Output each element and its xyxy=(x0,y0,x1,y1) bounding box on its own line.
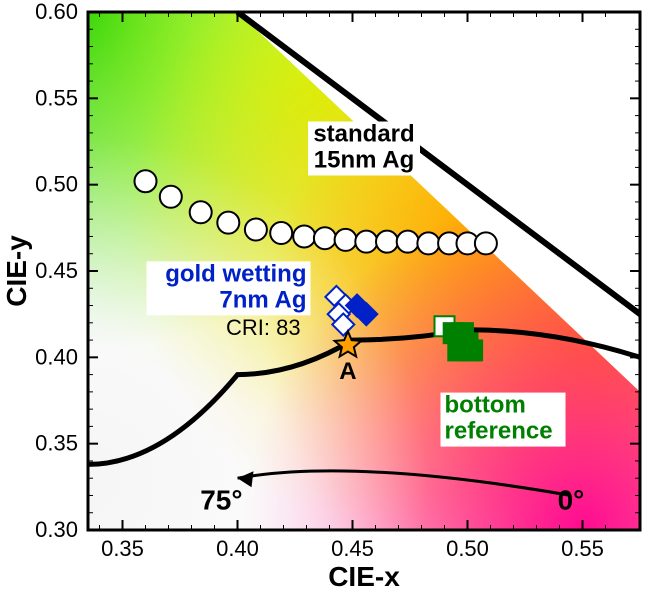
svg-text:gold wetting: gold wetting xyxy=(165,260,306,287)
marker-standard xyxy=(335,229,357,251)
marker-standard xyxy=(397,231,419,253)
label-standard: standard15nm Ag xyxy=(308,121,420,176)
ytick-label: 0.60 xyxy=(35,0,78,24)
svg-text:bottom: bottom xyxy=(445,392,526,419)
marker-standard xyxy=(475,232,497,254)
y-axis-label: CIE-y xyxy=(1,235,32,307)
x-axis-label: CIE-x xyxy=(328,561,400,592)
xtick-label: 0.40 xyxy=(216,536,259,561)
marker-standard xyxy=(190,201,212,223)
ytick-label: 0.35 xyxy=(35,431,78,456)
svg-text:7nm Ag: 7nm Ag xyxy=(219,286,306,313)
marker-standard xyxy=(160,186,182,208)
ytick-label: 0.55 xyxy=(35,85,78,110)
marker-standard xyxy=(270,222,292,244)
marker-bottom-ref xyxy=(448,340,468,360)
ytick-label: 0.50 xyxy=(35,172,78,197)
xtick-label: 0.55 xyxy=(561,536,604,561)
marker-standard xyxy=(417,232,439,254)
angle-75-label: 75° xyxy=(200,484,242,515)
marker-standard xyxy=(217,212,239,234)
label-bottom-ref: bottomreference xyxy=(441,392,566,447)
marker-standard xyxy=(135,170,157,192)
svg-text:reference: reference xyxy=(445,418,553,445)
illuminant-a-label: A xyxy=(339,358,356,385)
ytick-label: 0.40 xyxy=(35,344,78,369)
cie-chart-svg: standard15nm Ag gold wetting7nm Ag bottomr… xyxy=(0,0,660,600)
svg-text:15nm Ag: 15nm Ag xyxy=(314,147,414,174)
marker-standard xyxy=(376,231,398,253)
cie-chart: { "chart": { "type": "scatter", "xlabel"… xyxy=(0,0,660,600)
marker-standard xyxy=(314,227,336,249)
ytick-label: 0.30 xyxy=(35,517,78,542)
ytick-label: 0.45 xyxy=(35,258,78,283)
marker-standard xyxy=(245,219,267,241)
svg-text:standard: standard xyxy=(313,121,414,148)
xtick-label: 0.45 xyxy=(331,536,374,561)
xtick-label: 0.50 xyxy=(446,536,489,561)
marker-standard xyxy=(355,231,377,253)
label-gold-wetting: gold wetting7nm Ag xyxy=(147,260,311,315)
marker-standard xyxy=(293,225,315,247)
cri-label: CRI: 83 xyxy=(226,315,301,340)
angle-0-label: 0° xyxy=(558,484,585,515)
xtick-label: 0.35 xyxy=(101,536,144,561)
